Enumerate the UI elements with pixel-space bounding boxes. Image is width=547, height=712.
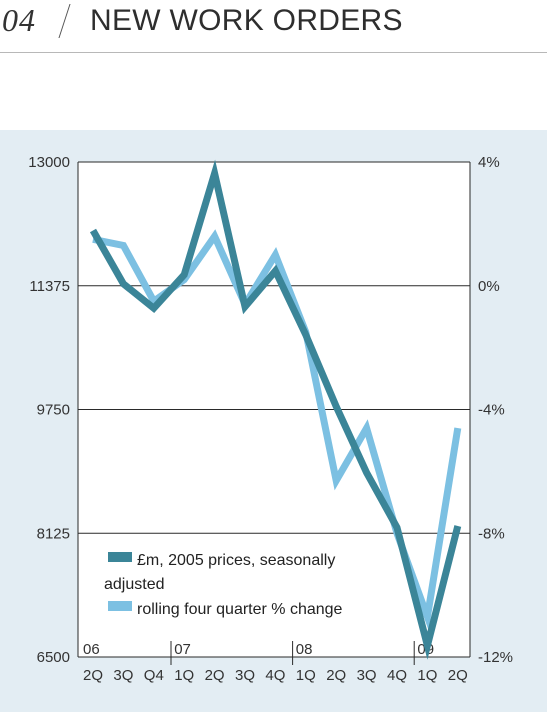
x-tick-label: 4Q [387, 667, 407, 684]
x-tick-label: 2Q [448, 667, 468, 684]
series-line-prices [89, 159, 462, 660]
x-tick-label: 3Q [235, 667, 255, 684]
right-tick-label: -12% [478, 649, 513, 666]
x-tick-label: Q4 [144, 667, 164, 684]
legend-swatch-prices [108, 552, 132, 562]
left-tick-label: 9750 [37, 402, 70, 419]
x-tick-label: 2Q [83, 667, 103, 684]
x-tick-label: 2Q [205, 667, 225, 684]
left-tick-label: 6500 [37, 649, 70, 666]
x-tick-label: 1Q [174, 667, 194, 684]
x-tick-label: 4Q [265, 667, 285, 684]
section-number: 04 [2, 2, 36, 38]
legend-label-prices-cont: adjusted [104, 576, 165, 593]
legend-label-percent-change: rolling four quarter % change [137, 601, 343, 618]
page-header: 04 NEW WORK ORDERS [0, 0, 547, 53]
left-tick-label: 8125 [37, 525, 70, 542]
left-tick-label: 13000 [28, 154, 70, 171]
x-tick-label: 3Q [357, 667, 377, 684]
year-label: 07 [174, 641, 191, 658]
x-tick-label: 1Q [417, 667, 437, 684]
year-label: 06 [83, 641, 100, 658]
right-tick-label: 0% [478, 278, 500, 295]
x-tick-label: 1Q [296, 667, 316, 684]
legend-label-prices: £m, 2005 prices, seasonally [137, 552, 335, 569]
page-title: NEW WORK ORDERS [90, 4, 403, 37]
right-tick-label: -8% [478, 525, 505, 542]
year-label: 08 [296, 641, 313, 658]
x-tick-label: 3Q [113, 667, 133, 684]
right-tick-label: 4% [478, 154, 500, 171]
right-tick-label: -4% [478, 402, 505, 419]
left-tick-label: 11375 [29, 278, 70, 295]
x-tick-label: 2Q [326, 667, 346, 684]
legend-swatch-percent-change [108, 601, 132, 611]
